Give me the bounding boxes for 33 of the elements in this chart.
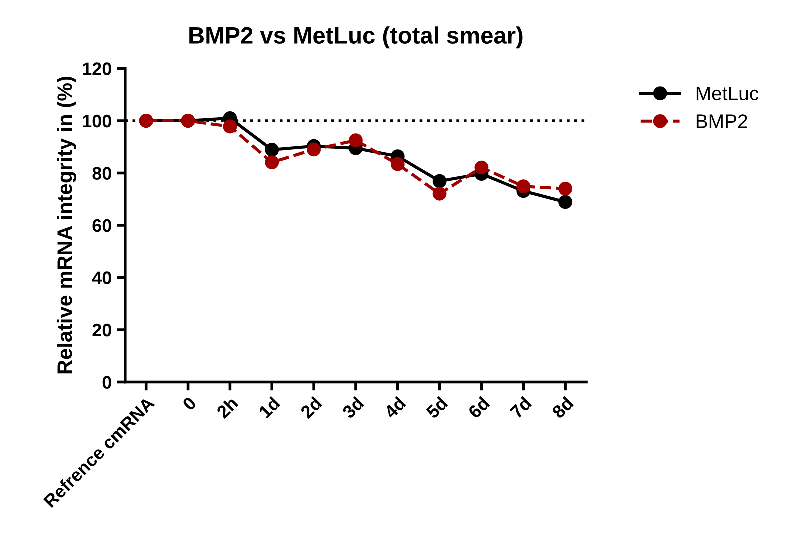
x-tick-label: 0 [182, 396, 198, 412]
legend-label: MetLuc [696, 86, 759, 101]
point [474, 160, 489, 175]
x-tick-label: 6d [467, 396, 490, 420]
point [349, 134, 363, 148]
y-tick-label: 100 [83, 114, 112, 128]
x-tick-label: 5d [425, 396, 448, 420]
x-tick-label: 2h [216, 396, 239, 420]
x-tick-label: 1d [258, 396, 281, 419]
y-tick-label: 0 [102, 376, 112, 389]
y-tick-label: 20 [92, 324, 112, 337]
point [265, 143, 280, 157]
point [223, 120, 238, 134]
x-tick-label: 8d [551, 396, 574, 420]
x-tick-label: 4d [383, 396, 406, 420]
x-tick-label: 2d [300, 396, 323, 420]
y-axis-title: Relative mRNA integrity in (%) [57, 77, 77, 374]
x-tick-label: 3d [341, 396, 365, 420]
point [390, 157, 405, 172]
point [516, 180, 531, 194]
point [432, 186, 447, 201]
y-tick-label: 60 [92, 219, 112, 232]
point [307, 142, 321, 157]
y-tick-label: 80 [92, 167, 112, 180]
point [432, 174, 447, 188]
point [265, 156, 280, 170]
y-tick-label: 40 [92, 272, 112, 284]
point [558, 182, 573, 196]
y-tick-label: 120 [83, 62, 112, 76]
x-tick-label: 7d [509, 396, 532, 420]
legend-label: BMP2 [696, 114, 748, 128]
point [558, 195, 573, 210]
chart-title: BMP2 vs MetLuc (total smear) [190, 26, 523, 49]
